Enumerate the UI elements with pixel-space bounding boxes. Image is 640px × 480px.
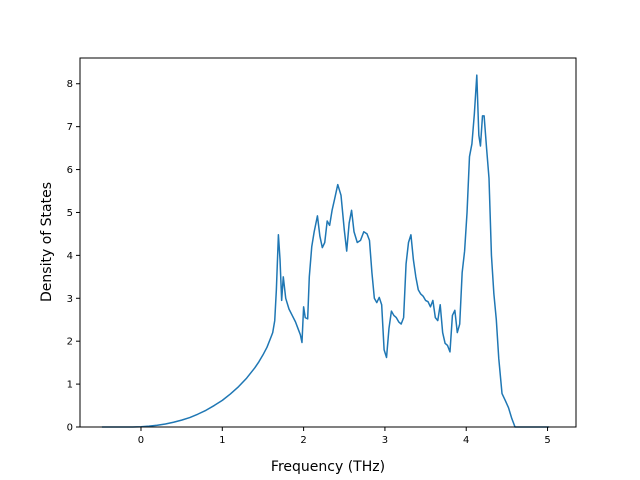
y-tick-label: 0 (67, 423, 73, 434)
ticks: 0 1 2 3 4 5 0 1 2 3 4 5 6 7 8 (67, 79, 551, 446)
y-tick-label: 6 (67, 165, 73, 176)
y-tick-label: 4 (67, 251, 73, 262)
axes-frame (79, 57, 577, 428)
dos-series-line-0 (101, 74, 550, 428)
y-axis-label: Density of States (39, 182, 55, 302)
y-tick-label: 3 (67, 294, 73, 305)
x-tick-label: 1 (219, 435, 225, 446)
x-tick-label: 5 (544, 435, 550, 446)
x-axis-label: Frequency (THz) (271, 459, 385, 475)
plot-area (101, 74, 550, 428)
x-tick-label: 4 (463, 435, 469, 446)
y-tick-label: 5 (67, 208, 73, 219)
y-tick-label: 8 (67, 79, 73, 90)
y-tick-label: 7 (67, 122, 73, 133)
y-tick-label: 2 (67, 337, 73, 348)
x-tick-label: 0 (138, 435, 144, 446)
y-tick-label: 1 (67, 380, 73, 391)
x-tick-label: 3 (382, 435, 388, 446)
x-tick-label: 2 (300, 435, 306, 446)
